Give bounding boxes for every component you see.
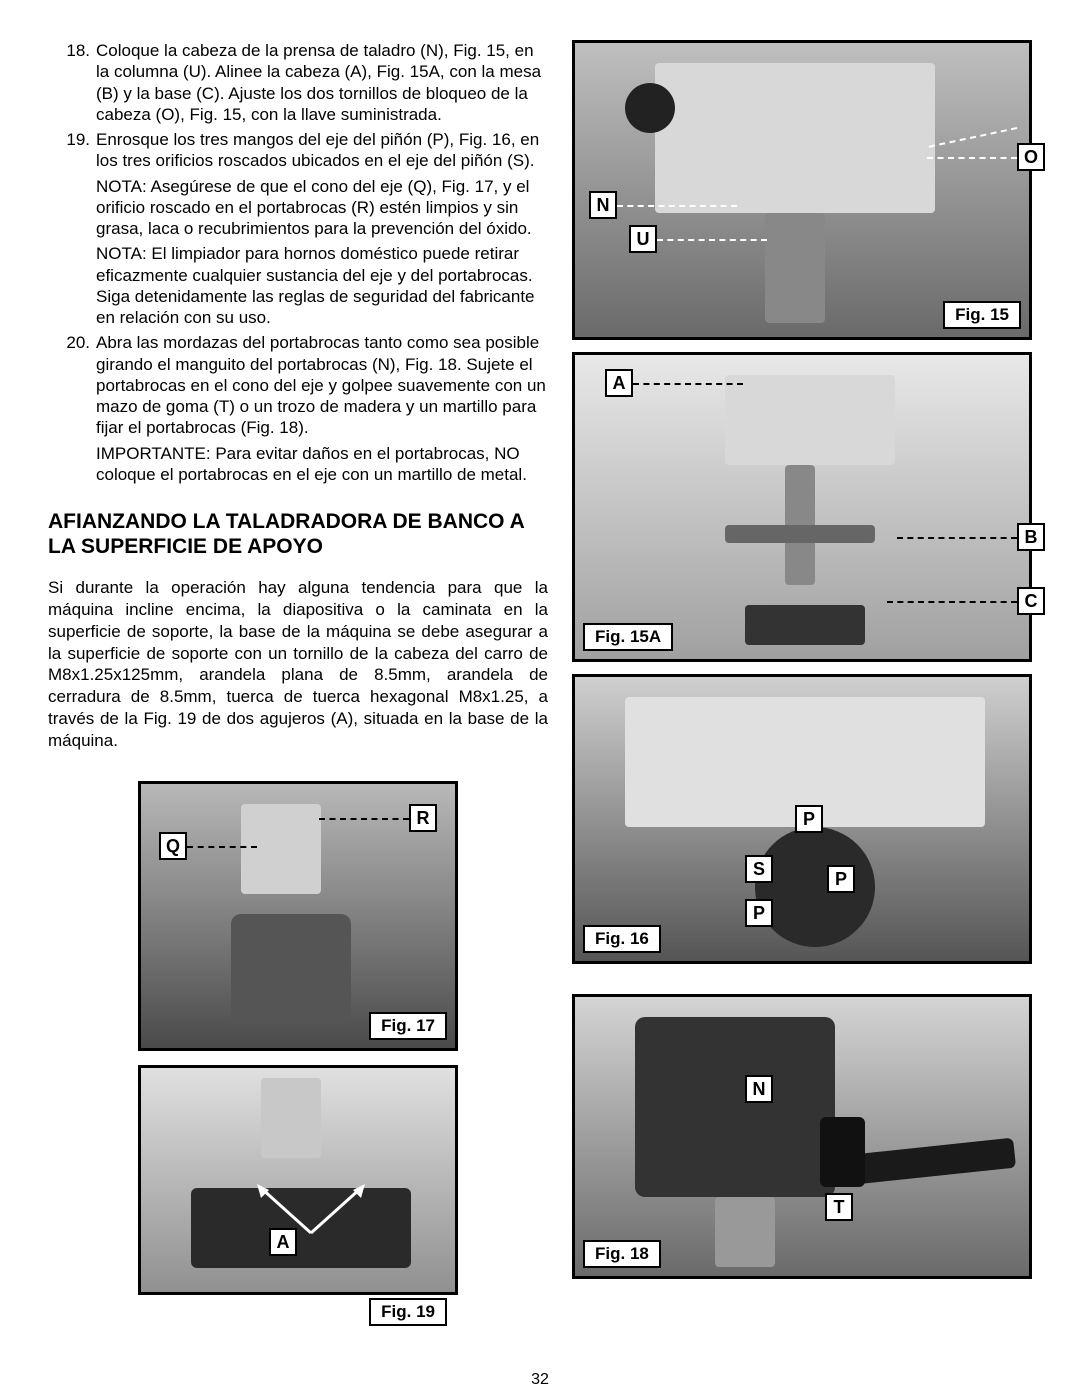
figure-label: Fig. 15 (943, 301, 1021, 329)
callout-N: N (589, 191, 617, 219)
callout-T: T (825, 1193, 853, 1221)
page-container: 18. Coloque la cabeza de la prensa de ta… (0, 0, 1080, 1353)
important-note: IMPORTANTE: Para evitar daños en el port… (48, 443, 548, 486)
figure-label: Fig. 16 (583, 925, 661, 953)
note-text: NOTA: El limpiador para hornos doméstico… (96, 243, 548, 328)
callout-P3: P (745, 899, 773, 927)
callout-C: C (1017, 587, 1045, 615)
note-2: NOTA: El limpiador para hornos doméstico… (48, 243, 548, 328)
step-number: 18. (48, 40, 96, 125)
step-18: 18. Coloque la cabeza de la prensa de ta… (48, 40, 548, 125)
callout-N: N (745, 1075, 773, 1103)
figure-18: N T Fig. 18 (572, 994, 1032, 1279)
step-20: 20. Abra las mordazas del portabrocas ta… (48, 332, 548, 438)
figure-label: Fig. 18 (583, 1240, 661, 1268)
step-number: 20. (48, 332, 96, 438)
page-number: 32 (531, 1371, 549, 1389)
step-number: 19. (48, 129, 96, 172)
callout-P2: P (827, 865, 855, 893)
note-label (48, 243, 96, 328)
figure-16: P S P P Fig. 16 (572, 674, 1032, 964)
callout-U: U (629, 225, 657, 253)
callout-Q: Q (159, 832, 187, 860)
step-19: 19. Enrosque los tres mangos del eje del… (48, 129, 548, 172)
figure-label: Fig. 15A (583, 623, 673, 651)
step-text: Enrosque los tres mangos del eje del piñ… (96, 129, 548, 172)
figure-label: Fig. 19 (369, 1298, 447, 1326)
figure-label: Fig. 17 (369, 1012, 447, 1040)
instruction-list: 18. Coloque la cabeza de la prensa de ta… (48, 40, 548, 485)
figure-15: N U O Fig. 15 (572, 40, 1032, 340)
step-text: Abra las mordazas del portabrocas tanto … (96, 332, 548, 438)
step-text: Coloque la cabeza de la prensa de taladr… (96, 40, 548, 125)
callout-A: A (605, 369, 633, 397)
figure-15a: A B C Fig. 15A (572, 352, 1032, 662)
right-column: N U O Fig. 15 A B C Fig. 15A (572, 40, 1032, 1333)
note-label (48, 443, 96, 486)
callout-R: R (409, 804, 437, 832)
callout-O: O (1017, 143, 1045, 171)
note-1: NOTA: Asegúrese de que el cono del eje (… (48, 176, 548, 240)
figure-17: Q R Fig. 17 (138, 781, 458, 1051)
callout-A: A (269, 1228, 297, 1256)
note-label (48, 176, 96, 240)
note-text: NOTA: Asegúrese de que el cono del eje (… (96, 176, 548, 240)
section-paragraph: Si durante la operación hay alguna tende… (48, 577, 548, 751)
callout-B: B (1017, 523, 1045, 551)
note-text: IMPORTANTE: Para evitar daños en el port… (96, 443, 548, 486)
callout-P1: P (795, 805, 823, 833)
figure-19: A Fig. 19 (138, 1065, 458, 1295)
section-title: AFIANZANDO LA TALADRADORA DE BANCO A LA … (48, 509, 548, 559)
callout-S: S (745, 855, 773, 883)
left-column: 18. Coloque la cabeza de la prensa de ta… (48, 40, 548, 1333)
